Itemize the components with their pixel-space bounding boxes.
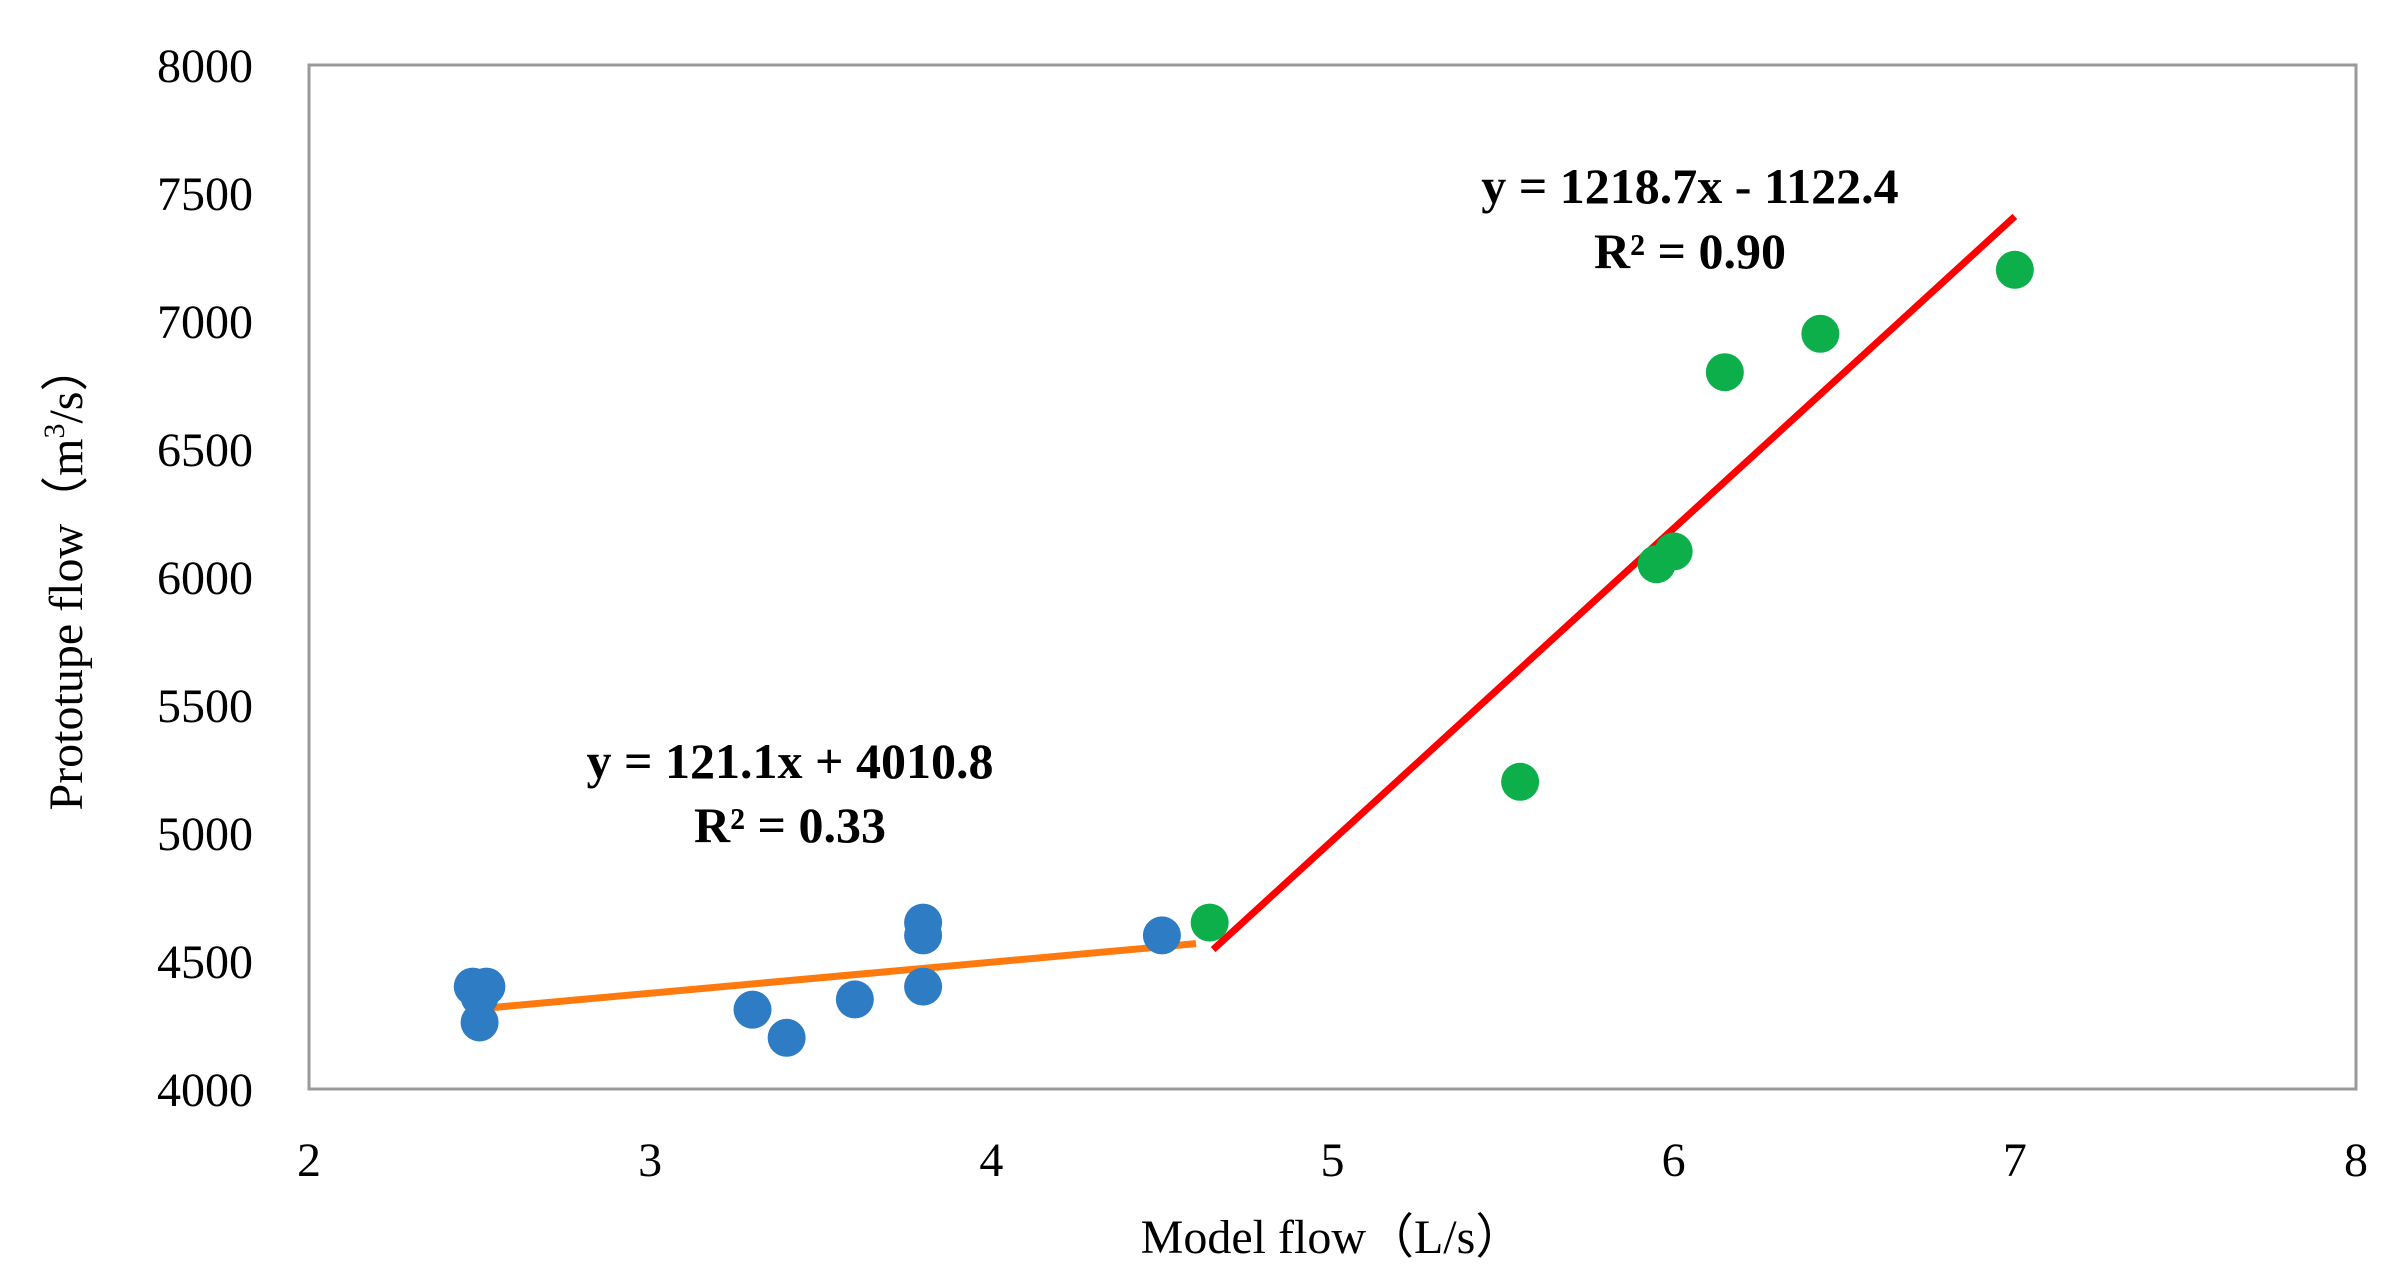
x-tick-label: 5 — [1321, 1134, 1345, 1187]
low-flow-point — [767, 1018, 806, 1057]
high-flow-point — [1654, 532, 1693, 571]
y-axis-ticks: 4000 4500 5000 5500 6000 6500 7000 7500 8000 — [157, 40, 253, 1117]
y-axis-title-superscript: 3 — [38, 424, 71, 439]
high-flow-point — [1995, 250, 2034, 289]
y-tick-label: 4500 — [157, 936, 253, 989]
x-tick-label: 4 — [979, 1134, 1003, 1187]
high-fit-r2: R² = 0.90 — [1594, 223, 1786, 279]
y-tick-label: 6000 — [157, 552, 253, 605]
low-flow-point — [1142, 916, 1181, 955]
x-tick-label: 8 — [2344, 1134, 2368, 1187]
low-flow-point — [835, 980, 874, 1019]
high-flow-point — [1190, 903, 1229, 942]
high-fit-equation: y = 1218.7x - 1122.4 — [1481, 158, 1898, 214]
x-tick-label: 7 — [2003, 1134, 2027, 1187]
y-axis-title-tail: /s） — [40, 343, 93, 423]
x-axis-ticks: 2 3 4 5 6 7 8 — [297, 1134, 2368, 1187]
low-flow-point — [460, 1003, 499, 1042]
x-axis-title: Model flow（L/s） — [1141, 1211, 1524, 1264]
trendlines — [479, 213, 2018, 1013]
x-tick-label: 3 — [638, 1134, 662, 1187]
y-tick-label: 5000 — [157, 808, 253, 861]
high-flow-point — [1705, 353, 1744, 392]
low-fit-r2: R² = 0.33 — [694, 797, 886, 853]
y-axis-title: Prototupe flow（m3/s） — [38, 343, 93, 810]
low-fit-equation: y = 121.1x + 4010.8 — [587, 733, 994, 789]
x-tick-label: 2 — [297, 1134, 321, 1187]
trendline-low-flow — [479, 940, 1197, 1013]
high-flow-point — [1801, 314, 1840, 353]
plot-area — [307, 63, 2358, 1091]
y-axis-title-main: Prototupe flow（m — [40, 439, 93, 811]
data-points — [453, 250, 2034, 1057]
y-tick-label: 5500 — [157, 680, 253, 733]
y-tick-label: 4000 — [157, 1064, 253, 1117]
low-flow-point — [733, 990, 772, 1029]
x-tick-label: 6 — [1662, 1134, 1686, 1187]
low-flow-point — [904, 916, 943, 955]
y-tick-label: 8000 — [157, 40, 253, 93]
y-tick-label: 6500 — [157, 424, 253, 477]
low-flow-point — [904, 967, 943, 1006]
y-tick-label: 7500 — [157, 168, 253, 221]
y-tick-label: 7000 — [157, 296, 253, 349]
high-flow-point — [1501, 762, 1540, 801]
trendline-high-flow — [1210, 213, 2018, 953]
